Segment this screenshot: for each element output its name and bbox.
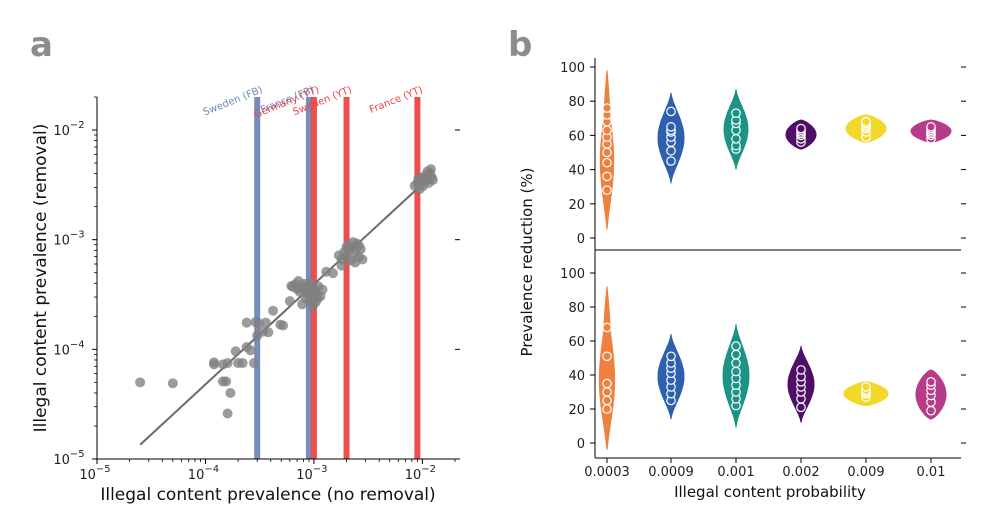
y-tick-label: 80	[568, 95, 585, 110]
panel-b-violins: 0 20 40 60 80 100 0 20 40 60 80 100 0.0003 0.0009 0.00…	[518, 58, 966, 501]
violin-point	[731, 341, 741, 351]
y-tick-label: 20	[568, 198, 585, 213]
y-axis-label: Illegal content prevalence (removal)	[31, 124, 51, 433]
violin-point	[796, 365, 806, 375]
y-tick-label: 60	[568, 335, 585, 350]
scatter-point	[225, 387, 236, 398]
scatter-point	[327, 268, 338, 279]
vline-3	[343, 97, 350, 459]
violin-point	[602, 322, 612, 333]
y-tick-label: 0	[577, 232, 585, 247]
scatter-point	[209, 359, 220, 370]
scatter-point	[167, 378, 178, 389]
scatter-point	[268, 305, 279, 316]
y-tick-label: 10−3	[53, 230, 84, 249]
scatter-point	[230, 346, 241, 357]
violin-point	[731, 134, 741, 144]
scatter-point	[237, 358, 248, 369]
violin-point	[796, 402, 806, 413]
violin-point	[926, 405, 936, 416]
scatter-point	[425, 164, 436, 175]
violin-point	[796, 123, 806, 134]
y-tick-label: 40	[568, 369, 585, 384]
violin-point	[731, 358, 741, 368]
y-tick-label: 60	[568, 129, 585, 144]
scatter-point	[317, 284, 328, 295]
violin-point	[602, 395, 612, 406]
scatter-point	[355, 244, 366, 255]
violin-point	[666, 106, 676, 117]
scatter-point	[222, 408, 233, 419]
violin-point	[861, 382, 871, 392]
violin-point	[602, 157, 612, 168]
x-tick-label: 10−5	[79, 464, 110, 483]
violin-point	[602, 125, 612, 136]
y-tick-label: 100	[560, 61, 585, 76]
violin-point	[602, 351, 612, 362]
violin-point	[666, 351, 676, 362]
x-axis-label: Illegal content probability	[674, 483, 866, 501]
scatter-point	[260, 317, 271, 328]
scatter-point	[241, 317, 252, 328]
x-tick-label: 0.009	[847, 465, 884, 480]
violin-bottom-0.0003	[598, 286, 616, 450]
x-tick-label: 0.0003	[584, 465, 630, 480]
y-tick-label: 10−4	[53, 339, 84, 358]
x-tick-label: 0.001	[717, 465, 754, 480]
scatter-point	[357, 254, 368, 265]
y-axis-label: Prevalence reduction (%)	[518, 168, 536, 357]
y-tick-label: 40	[568, 164, 585, 179]
x-tick-label: 10−3	[296, 464, 327, 483]
y-tick-label: 10−2	[53, 120, 84, 139]
violin-point	[602, 387, 612, 397]
violin-point	[602, 185, 612, 195]
scatter-point	[427, 175, 438, 186]
scatter-point	[336, 260, 347, 271]
x-tick-label: 0.0009	[648, 465, 694, 480]
y-tick-label: 100	[560, 267, 585, 282]
scatter-point	[221, 376, 232, 387]
y-tick-label: 20	[568, 403, 585, 418]
violin-point	[731, 108, 741, 118]
panel-a-scatter: Sweden (FB)France (FB)Germany (YT)Sweden…	[31, 85, 460, 505]
scatter-point	[263, 327, 274, 338]
x-axis-label: Illegal content prevalence (no removal)	[100, 485, 435, 505]
scatter-point	[222, 358, 233, 369]
violin-point	[926, 376, 936, 387]
scatter-point	[245, 345, 256, 356]
violin-point	[926, 122, 936, 132]
violin-point	[731, 366, 741, 377]
x-tick-label: 10−4	[188, 464, 219, 483]
violin-point	[602, 103, 612, 113]
x-tick-label: 0.01	[917, 465, 946, 480]
panel-label-b: b	[508, 25, 532, 65]
x-tick-label: 0.002	[782, 465, 819, 480]
violin-point	[602, 404, 612, 414]
y-tick-label: 0	[577, 437, 585, 452]
violin-point	[731, 349, 741, 360]
violin-point	[602, 378, 612, 389]
violin-point	[666, 122, 676, 132]
vline-4	[414, 97, 421, 459]
scatter-point	[135, 377, 146, 388]
violin-point	[602, 147, 612, 158]
violin-point	[602, 171, 612, 182]
panel-label-a: a	[30, 25, 53, 65]
scatter-point	[284, 296, 295, 307]
x-tick-label: 10−2	[405, 464, 436, 483]
violin-point	[666, 156, 676, 166]
y-tick-label: 10−5	[53, 449, 84, 468]
violin-point	[861, 116, 871, 127]
fit-line	[139, 175, 432, 446]
scatter-point	[278, 320, 289, 331]
violin-point	[666, 145, 676, 156]
vline-0	[254, 97, 261, 459]
scatter-point	[248, 358, 259, 369]
y-tick-label: 80	[568, 301, 585, 316]
